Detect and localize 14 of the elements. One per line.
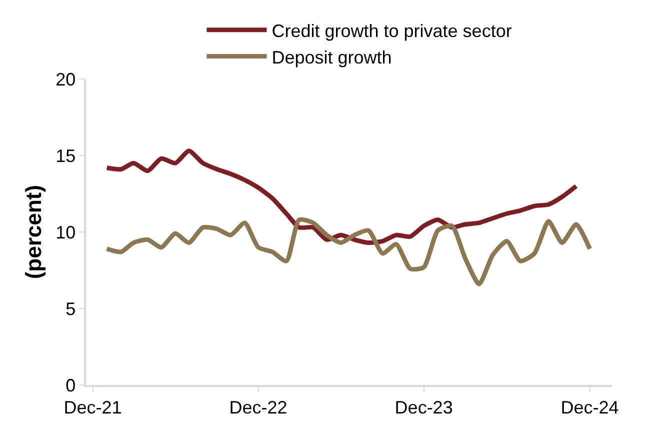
y-axis-title: (percent): [20, 184, 46, 280]
x-tick-label: Dec-21: [64, 397, 122, 418]
y-tick-label: 0: [66, 375, 76, 396]
y-tick-label: 5: [66, 298, 76, 319]
legend-label: Credit growth to private sector: [272, 20, 512, 41]
x-tick-label: Dec-22: [229, 397, 288, 418]
x-tick-label: Dec-24: [560, 397, 619, 418]
line-series: [104, 217, 592, 286]
y-tick-label: 20: [56, 69, 76, 90]
x-tick-label: Dec-23: [394, 397, 453, 418]
line-series: [104, 148, 578, 245]
y-tick-label: 10: [56, 222, 76, 242]
y-tick-label: 15: [56, 146, 76, 166]
legend-label: Deposit growth: [272, 47, 392, 68]
